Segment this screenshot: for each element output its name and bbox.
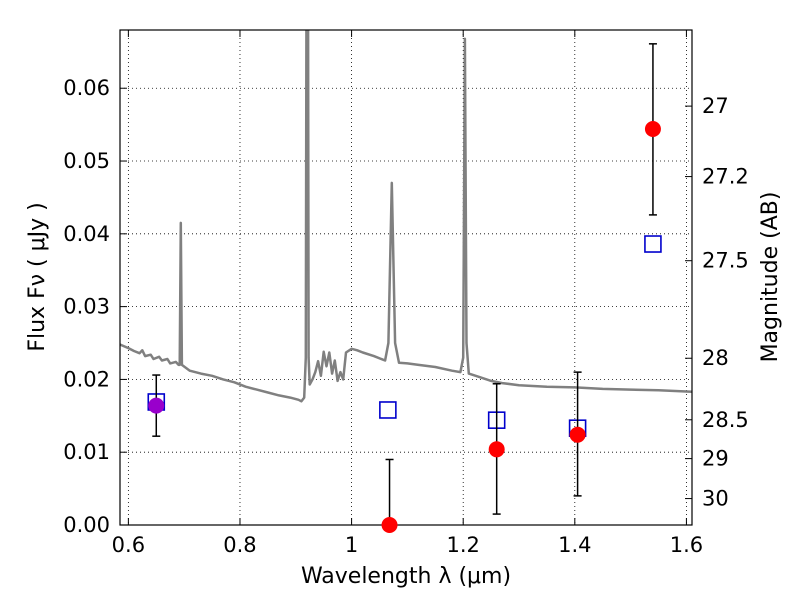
- right-tick-label: 27.2: [702, 165, 749, 189]
- y-tick-label: 0.01: [63, 440, 110, 464]
- model-photometry-square: [644, 235, 662, 253]
- marker-layer: [147, 43, 662, 533]
- observed-flux-point: [488, 441, 505, 458]
- x-tick-label: 1.2: [446, 533, 479, 557]
- observed-flux-point: [569, 426, 586, 443]
- axis-ticks: 0.6 0.8 1 1.2 1.4 1.6 0.00 0.01 0.02 0.03 0.04 0.05…: [63, 30, 749, 557]
- right-axis-label: Magnitude (AB): [758, 192, 783, 363]
- model-photometry-square: [379, 401, 397, 419]
- right-tick-label: 28.5: [702, 408, 749, 432]
- x-tick-label: 1: [345, 533, 358, 557]
- y-tick-label: 0.06: [63, 76, 110, 100]
- right-tick-label: 28: [702, 346, 729, 370]
- y-tick-label: 0.04: [63, 222, 110, 246]
- right-tick-label: 27.5: [702, 249, 749, 273]
- x-tick-label: 1.4: [558, 533, 591, 557]
- observed-flux-point: [381, 517, 398, 533]
- observed-flux-point: [644, 121, 661, 137]
- y-tick-label: 0.02: [63, 367, 110, 391]
- plot-frame: [119, 29, 693, 526]
- x-tick-label: 0.8: [223, 533, 256, 557]
- x-tick-label: 1.6: [670, 533, 703, 557]
- y-tick-label: 0.03: [63, 295, 110, 319]
- model-spectrum-line: [120, 30, 692, 403]
- y-tick-label: 0.05: [63, 149, 110, 173]
- observed-flux-point: [148, 397, 165, 414]
- y-axis-label: Flux Fν ( μJy ): [25, 202, 50, 351]
- right-tick-label: 29: [702, 447, 729, 471]
- x-axis-label: Wavelength λ (μm): [301, 564, 511, 589]
- right-tick-label: 30: [702, 487, 729, 511]
- x-tick-label: 0.6: [112, 533, 145, 557]
- right-tick-label: 27: [702, 94, 729, 118]
- y-tick-label: 0.00: [63, 513, 110, 537]
- series-layer: [120, 30, 692, 403]
